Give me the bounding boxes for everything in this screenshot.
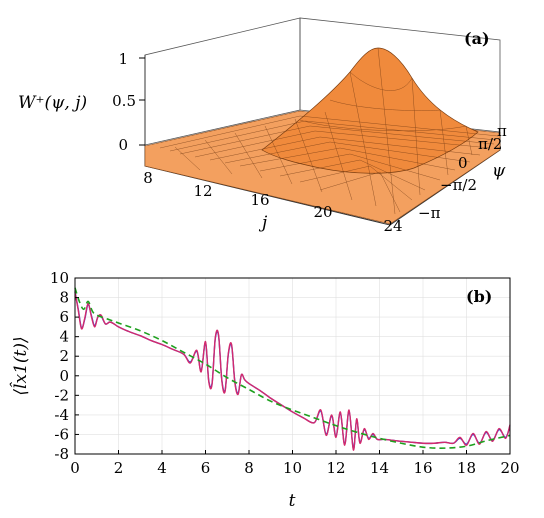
panel-a: 0 0.5 1 W⁺(ψ, j) 8 12 16 20 24 j −π −π/2… bbox=[18, 17, 507, 235]
j-tick-16: 16 bbox=[250, 191, 269, 209]
x-axis-label: t bbox=[289, 491, 296, 511]
x-tick-label: 12 bbox=[326, 459, 345, 477]
j-tick-12: 12 bbox=[193, 182, 212, 200]
psi-tick-neg-half-pi: −π/2 bbox=[440, 176, 477, 194]
x-tick-label: 0 bbox=[70, 459, 80, 477]
x-tick-label: 16 bbox=[413, 459, 432, 477]
panel-b-label: (b) bbox=[466, 287, 492, 306]
j-tick-24: 24 bbox=[383, 217, 402, 235]
y-tick-label: -6 bbox=[54, 425, 69, 443]
y-tick-label: 8 bbox=[59, 289, 69, 307]
z-axis: 0 0.5 1 W⁺(ψ, j) bbox=[18, 50, 145, 154]
y-tick-label: -4 bbox=[54, 406, 69, 424]
x-tick-label: 10 bbox=[283, 459, 302, 477]
j-axis-label: j bbox=[258, 213, 268, 233]
x-tick-label: 6 bbox=[201, 459, 211, 477]
psi-axis: −π −π/2 0 π/2 π ψ bbox=[418, 122, 507, 222]
z-axis-label: W⁺(ψ, j) bbox=[18, 93, 87, 113]
z-tick-1: 0.5 bbox=[112, 92, 136, 110]
series-line-1 bbox=[74, 291, 511, 451]
z-tick-2: 1 bbox=[118, 50, 128, 68]
panel-a-label: (a) bbox=[464, 29, 490, 48]
x-tick-label: 14 bbox=[370, 459, 389, 477]
y-tick-label: 4 bbox=[59, 328, 69, 346]
y-tick-label: 10 bbox=[50, 269, 69, 287]
series-line-2 bbox=[74, 287, 511, 449]
x-tick-label: 8 bbox=[244, 459, 254, 477]
y-axis-ticks: -8 -6-4 -20 24 68 10 bbox=[50, 269, 79, 463]
psi-tick-neg-pi: −π bbox=[418, 204, 441, 222]
y-tick-label: -2 bbox=[54, 386, 69, 404]
series-lines bbox=[74, 287, 511, 451]
x-axis-ticks: 0 2 4 6 8 10 12 14 16 18 20 bbox=[70, 450, 520, 477]
y-tick-label: -8 bbox=[54, 445, 69, 463]
y-tick-label: 2 bbox=[59, 347, 69, 365]
z-tick-0: 0 bbox=[118, 136, 128, 154]
psi-tick-pi: π bbox=[497, 122, 507, 140]
x-tick-label: 20 bbox=[500, 459, 519, 477]
j-axis: 8 12 16 20 24 j bbox=[143, 169, 402, 235]
surface bbox=[144, 47, 501, 225]
j-tick-8: 8 bbox=[143, 169, 153, 187]
j-tick-20: 20 bbox=[313, 203, 332, 221]
x-tick-label: 4 bbox=[157, 459, 167, 477]
psi-tick-half-pi: π/2 bbox=[478, 135, 502, 153]
x-tick-label: 2 bbox=[114, 459, 124, 477]
psi-axis-label: ψ bbox=[492, 161, 506, 181]
y-tick-label: 6 bbox=[59, 308, 69, 326]
y-axis-label: ⟨l̂x1(t)⟩ bbox=[10, 336, 31, 395]
y-tick-label: 0 bbox=[59, 367, 69, 385]
psi-tick-0: 0 bbox=[458, 154, 468, 172]
x-tick-label: 18 bbox=[457, 459, 476, 477]
